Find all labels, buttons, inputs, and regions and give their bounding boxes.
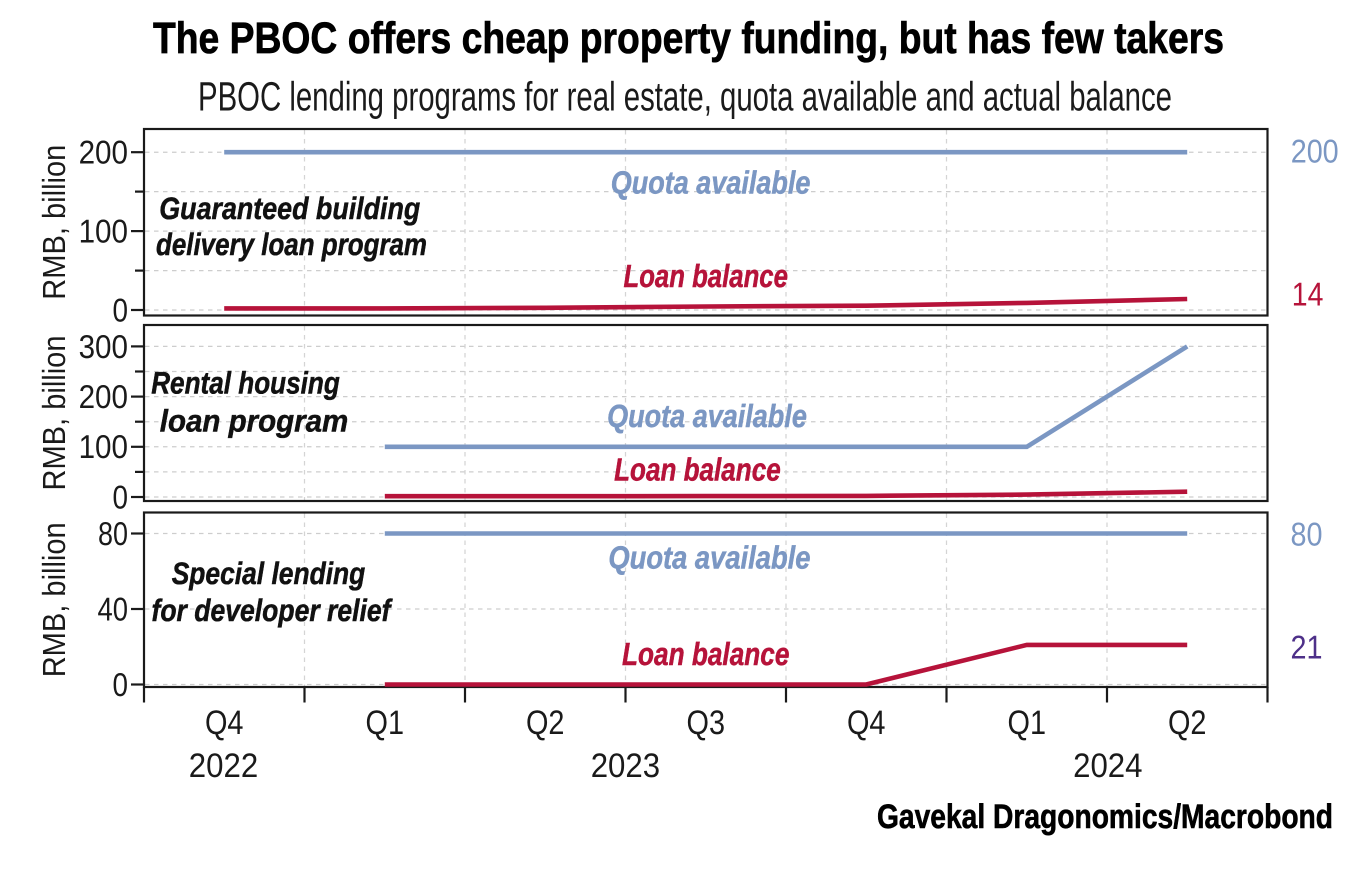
svg-text:Q2: Q2 (526, 704, 565, 742)
svg-text:Quota available: Quota available (608, 539, 810, 575)
svg-text:21: 21 (1291, 629, 1323, 666)
svg-text:Q1: Q1 (366, 704, 405, 742)
svg-text:PBOC lending programs for real: PBOC lending programs for real estate, q… (198, 74, 1172, 120)
svg-text:14: 14 (1292, 276, 1324, 313)
svg-text:Rental housing: Rental housing (151, 366, 340, 401)
svg-text:2024: 2024 (1073, 747, 1142, 785)
svg-text:200: 200 (79, 134, 128, 171)
svg-text:200: 200 (79, 378, 128, 415)
svg-text:Q3: Q3 (687, 704, 726, 742)
svg-text:Q2: Q2 (1168, 704, 1207, 742)
svg-text:Guaranteed building: Guaranteed building (159, 191, 420, 226)
svg-text:100: 100 (79, 213, 128, 250)
svg-text:40: 40 (98, 590, 129, 627)
svg-text:Gavekal Dragonomics/Macrobond: Gavekal Dragonomics/Macrobond (877, 798, 1333, 836)
svg-text:delivery loan program: delivery loan program (156, 227, 427, 262)
svg-text:for developer relief: for developer relief (152, 593, 393, 628)
svg-text:200: 200 (1291, 133, 1339, 170)
svg-text:300: 300 (79, 328, 128, 365)
svg-text:Q1: Q1 (1008, 704, 1047, 742)
svg-text:80: 80 (1291, 516, 1323, 553)
svg-text:Special lending: Special lending (172, 556, 366, 591)
svg-text:Loan balance: Loan balance (622, 636, 789, 672)
svg-text:Q4: Q4 (847, 704, 886, 742)
svg-text:2022: 2022 (189, 747, 258, 785)
svg-text:Quota available: Quota available (611, 165, 811, 201)
svg-text:The PBOC offers cheap property: The PBOC offers cheap property funding, … (153, 14, 1224, 63)
svg-text:0: 0 (113, 478, 129, 515)
svg-text:100: 100 (79, 428, 128, 465)
svg-text:RMB, billion: RMB, billion (36, 336, 72, 491)
svg-text:loan program: loan program (160, 403, 349, 438)
svg-text:0: 0 (113, 291, 129, 328)
svg-text:2023: 2023 (591, 747, 660, 785)
svg-text:Loan balance: Loan balance (624, 258, 788, 294)
svg-text:RMB, billion: RMB, billion (36, 145, 72, 300)
svg-text:Q4: Q4 (205, 704, 244, 742)
svg-text:80: 80 (98, 515, 128, 552)
svg-text:0: 0 (113, 666, 129, 703)
svg-text:Quota available: Quota available (607, 398, 807, 434)
svg-text:RMB, billion: RMB, billion (36, 522, 72, 677)
svg-text:Loan balance: Loan balance (614, 452, 781, 488)
